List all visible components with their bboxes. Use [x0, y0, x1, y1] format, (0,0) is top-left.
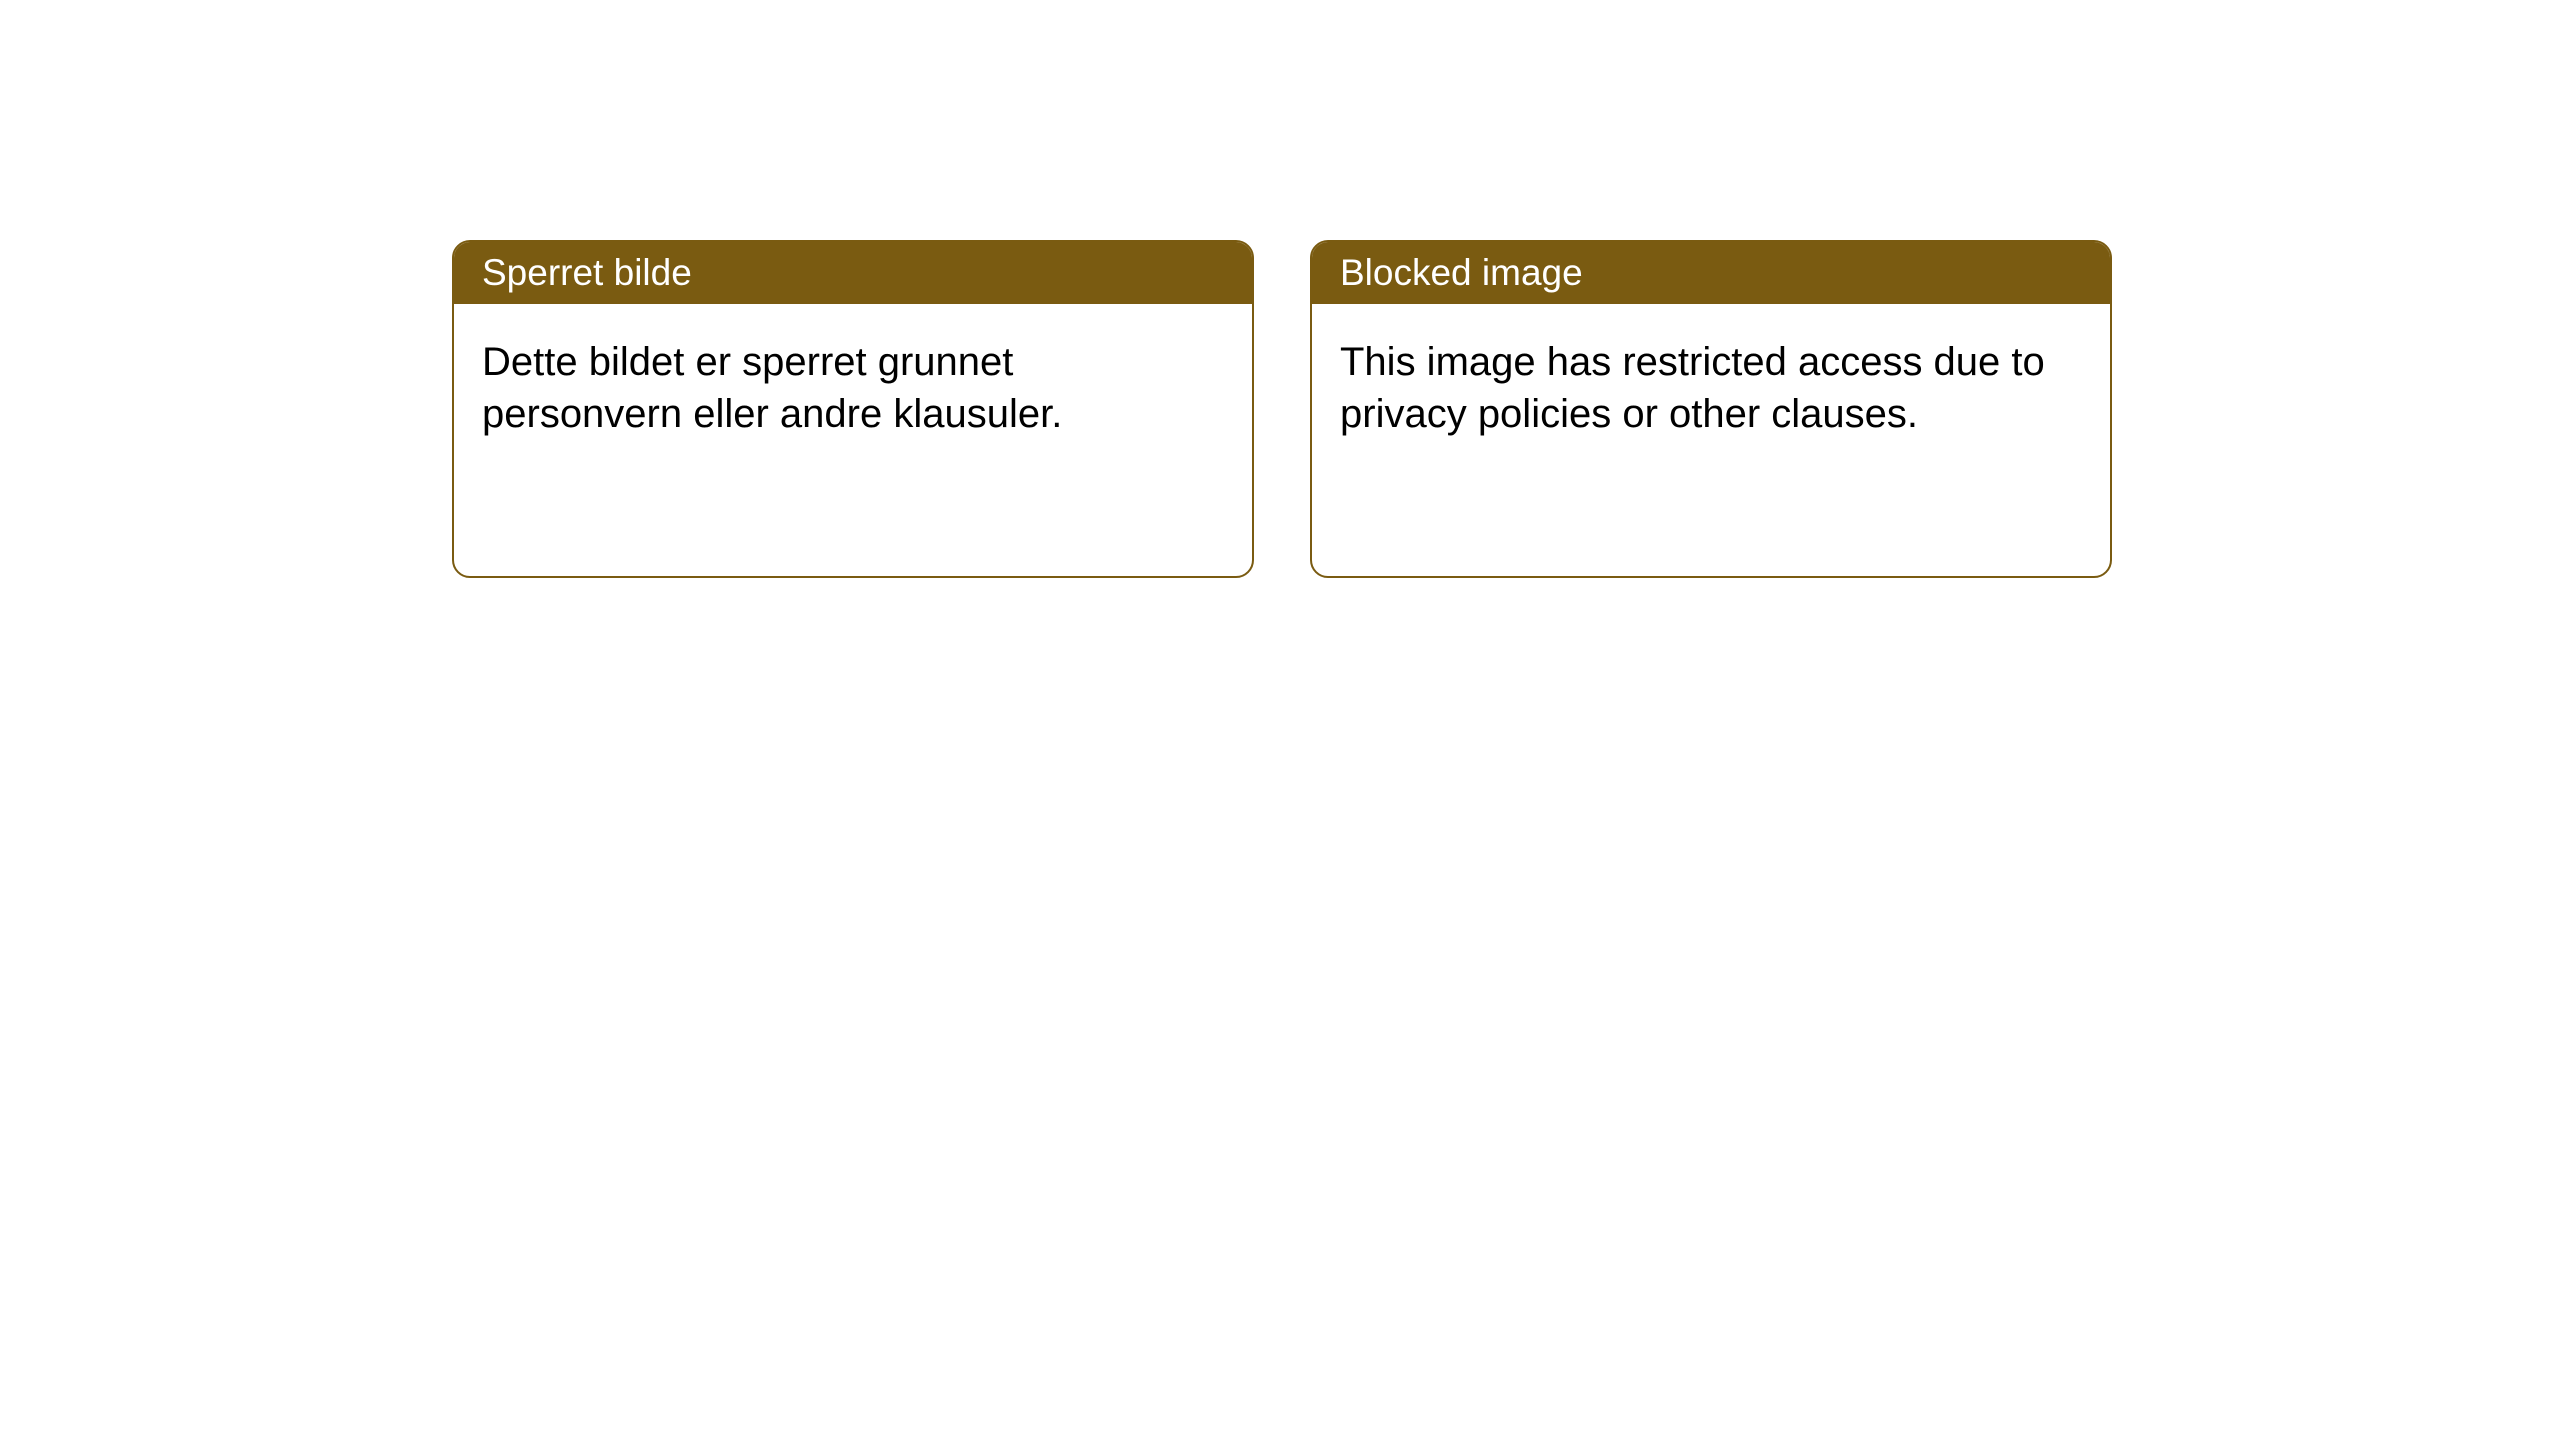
notice-body-text: Dette bildet er sperret grunnet personve… [482, 340, 1062, 436]
notice-title: Sperret bilde [482, 252, 692, 293]
notice-card-en: Blocked image This image has restricted … [1310, 240, 2112, 578]
notice-card-header: Sperret bilde [454, 242, 1252, 304]
notice-card-no: Sperret bilde Dette bildet er sperret gr… [452, 240, 1254, 578]
notice-card-body: Dette bildet er sperret grunnet personve… [454, 304, 1252, 576]
notice-body-text: This image has restricted access due to … [1340, 340, 2045, 436]
notice-title: Blocked image [1340, 252, 1583, 293]
notice-card-header: Blocked image [1312, 242, 2110, 304]
notice-cards-container: Sperret bilde Dette bildet er sperret gr… [0, 0, 2560, 578]
notice-card-body: This image has restricted access due to … [1312, 304, 2110, 576]
